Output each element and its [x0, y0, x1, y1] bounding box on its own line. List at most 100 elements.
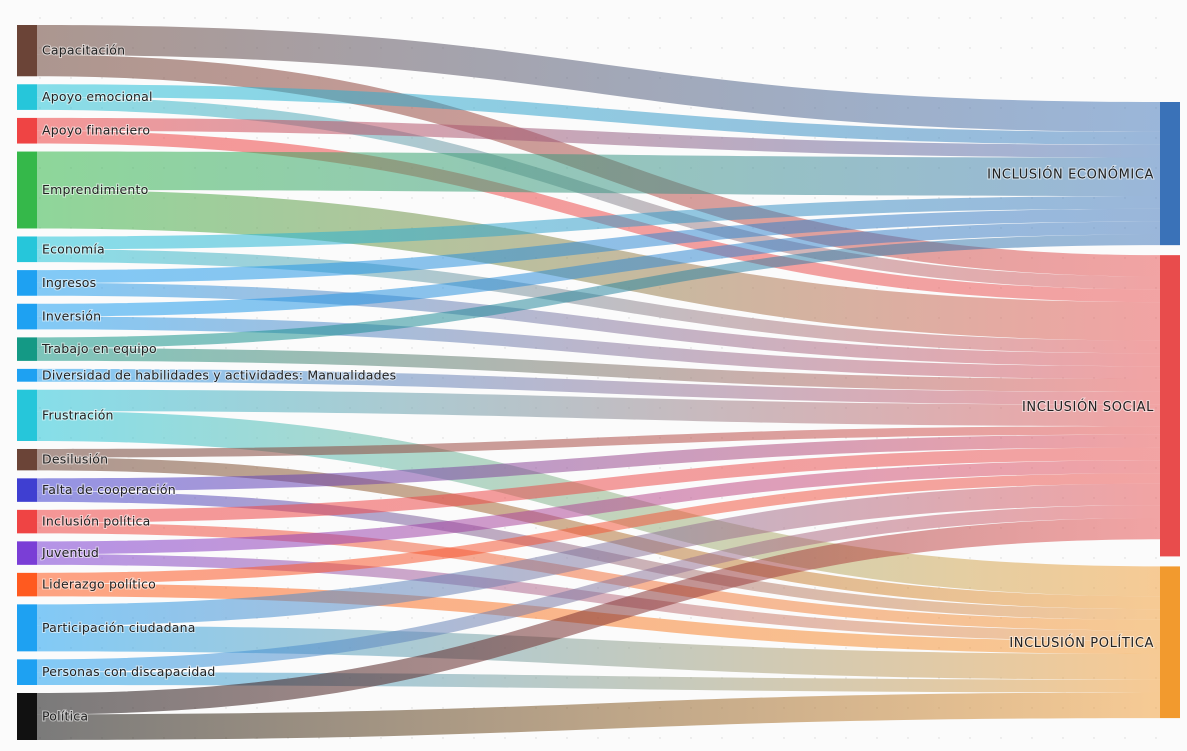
source-node-apoyo-financiero[interactable]	[17, 117, 37, 144]
source-node-emprendimiento[interactable]	[17, 151, 37, 229]
link-personas-con-discapacidad-to-inclusion-social[interactable]	[37, 505, 1160, 673]
grid-dot	[1124, 557, 1126, 559]
grid-dot	[287, 17, 289, 19]
grid-dot	[163, 347, 165, 349]
source-node-liderazgo-politico[interactable]	[17, 572, 37, 597]
grid-dot	[597, 17, 599, 19]
source-node-politica[interactable]	[17, 692, 37, 740]
source-node-frustracion[interactable]	[17, 389, 37, 441]
source-node-capacitacion[interactable]	[17, 25, 37, 77]
grid-dot	[845, 737, 847, 739]
link-ingresos-to-inclusion-social[interactable]	[37, 282, 1160, 367]
link-emprendimiento-to-inclusion-economica[interactable]	[37, 151, 1160, 197]
source-node-ingresos[interactable]	[17, 270, 37, 296]
grid-dot	[1124, 77, 1126, 79]
grid-dot	[256, 527, 258, 529]
link-juventud-to-inclusion-social[interactable]	[37, 460, 1160, 555]
grid-dot	[1155, 737, 1157, 739]
grid-dot	[287, 707, 289, 709]
link-desilusion-to-inclusion-social[interactable]	[37, 426, 1160, 458]
grid-dot	[380, 77, 382, 79]
link-diversidad-de-habilidades-y-actividades-manualidades-to-inclusion-social[interactable]	[37, 368, 1160, 405]
grid-dot	[876, 17, 878, 19]
link-inclusion-politica-to-inclusion-social[interactable]	[37, 447, 1160, 523]
link-trabajo-en-equipo-to-inclusion-economica[interactable]	[37, 234, 1160, 349]
grid-dot	[287, 527, 289, 529]
grid-dot	[442, 617, 444, 619]
source-node-inclusion-politica[interactable]	[17, 509, 37, 534]
grid-dot	[318, 707, 320, 709]
grid-dot	[1124, 47, 1126, 49]
grid-dot	[380, 287, 382, 289]
link-inversion-to-inclusion-economica[interactable]	[37, 221, 1160, 317]
link-politica-to-inclusion-social[interactable]	[37, 517, 1160, 715]
source-node-personas-con-discapacidad[interactable]	[17, 659, 37, 685]
grid-dot	[876, 47, 878, 49]
target-node-inclusion-politica[interactable]	[1160, 566, 1180, 719]
grid-dot	[132, 347, 134, 349]
source-node-inversion[interactable]	[17, 303, 37, 330]
source-node-trabajo-en-equipo[interactable]	[17, 337, 37, 361]
link-participacion-ciudadana-to-inclusion-politica[interactable]	[37, 625, 1160, 680]
grid-dot	[287, 617, 289, 619]
grid-dot	[752, 737, 754, 739]
link-trabajo-en-equipo-to-inclusion-social[interactable]	[37, 348, 1160, 392]
link-frustracion-to-inclusion-social[interactable]	[37, 389, 1160, 427]
grid-dot	[256, 497, 258, 499]
link-economia-to-inclusion-social[interactable]	[37, 249, 1160, 354]
grid-dot	[814, 647, 816, 649]
grid-dot	[318, 257, 320, 259]
grid-dot	[566, 287, 568, 289]
grid-dot	[287, 497, 289, 499]
grid-dot	[845, 77, 847, 79]
link-participacion-ciudadana-to-inclusion-social[interactable]	[37, 483, 1160, 626]
grid-dot	[380, 497, 382, 499]
grid-dot	[380, 467, 382, 469]
grid-dot	[256, 557, 258, 559]
grid-dot	[318, 467, 320, 469]
link-politica-to-inclusion-politica[interactable]	[37, 692, 1160, 740]
grid-dot	[721, 347, 723, 349]
grid-dot	[783, 47, 785, 49]
link-apoyo-emocional-to-inclusion-social[interactable]	[37, 97, 1160, 290]
link-liderazgo-politico-to-inclusion-social[interactable]	[37, 473, 1160, 584]
target-node-inclusion-economica[interactable]	[1160, 102, 1180, 246]
grid-dot	[690, 617, 692, 619]
grid-dot	[535, 737, 537, 739]
source-label-apoyo-emocional: Apoyo emocional	[42, 89, 153, 104]
link-ingresos-to-inclusion-economica[interactable]	[37, 208, 1160, 283]
source-node-diversidad-de-habilidades-y-actividades-manualidades[interactable]	[17, 368, 37, 382]
grid-dot	[287, 287, 289, 289]
source-node-juventud[interactable]	[17, 541, 37, 565]
source-node-apoyo-emocional[interactable]	[17, 84, 37, 110]
source-label-apoyo-financiero: Apoyo financiero	[42, 123, 150, 138]
grid-dot	[690, 17, 692, 19]
link-inclusion-politica-to-inclusion-politica[interactable]	[37, 522, 1160, 631]
source-label-liderazgo-politico: Liderazgo político	[42, 577, 156, 592]
grid-dot	[845, 497, 847, 499]
links	[37, 25, 1160, 740]
link-economia-to-inclusion-economica[interactable]	[37, 196, 1160, 250]
grid-dot	[287, 467, 289, 469]
link-apoyo-emocional-to-inclusion-economica[interactable]	[37, 84, 1160, 145]
grid-dot	[628, 107, 630, 109]
grid-dot	[597, 47, 599, 49]
link-capacitacion-to-inclusion-economica[interactable]	[37, 25, 1160, 132]
grid-dot	[318, 197, 320, 199]
source-node-falta-de-cooperacion[interactable]	[17, 478, 37, 502]
grid-dot	[380, 257, 382, 259]
source-node-participacion-ciudadana[interactable]	[17, 604, 37, 652]
target-node-inclusion-social[interactable]	[1160, 255, 1180, 557]
grid-dot	[442, 737, 444, 739]
grid-dot	[380, 197, 382, 199]
grid-dot	[1031, 557, 1033, 559]
link-falta-de-cooperacion-to-inclusion-social[interactable]	[37, 434, 1160, 492]
grid-dot	[845, 677, 847, 679]
grid-dot	[411, 77, 413, 79]
link-juventud-to-inclusion-politica[interactable]	[37, 554, 1160, 642]
source-node-desilusion[interactable]	[17, 448, 37, 471]
source-node-economia[interactable]	[17, 236, 37, 263]
grid-dot	[659, 17, 661, 19]
link-apoyo-financiero-to-inclusion-economica[interactable]	[37, 117, 1160, 158]
